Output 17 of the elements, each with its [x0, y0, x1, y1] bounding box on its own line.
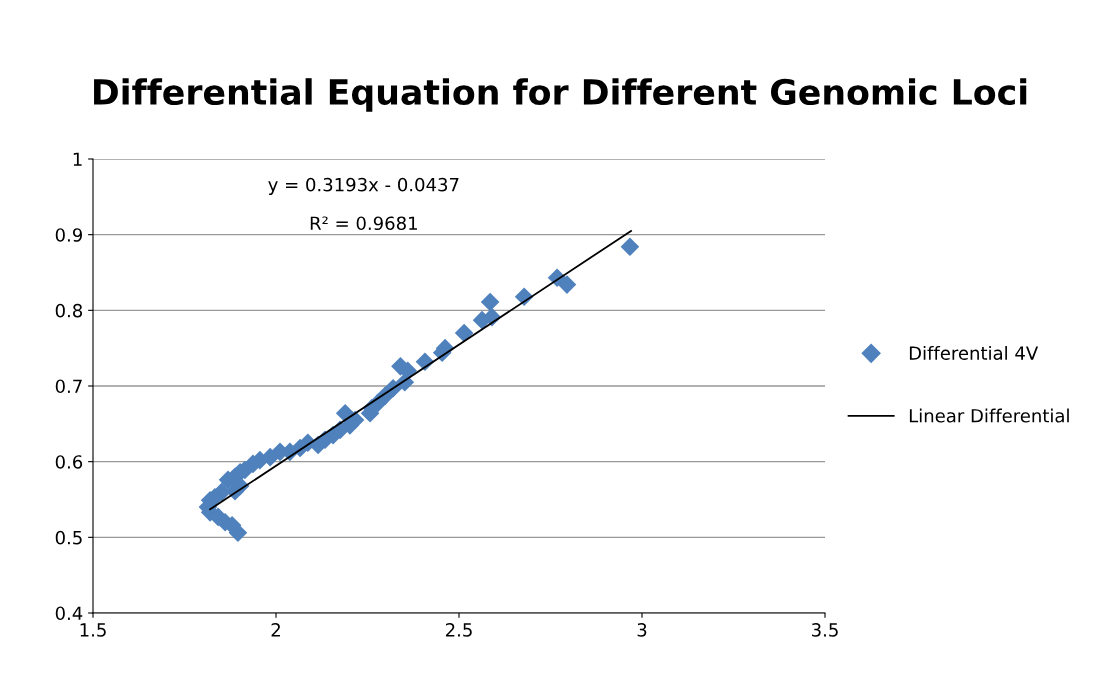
- y-tick-label: 0.6: [55, 455, 83, 469]
- x-tick-label: 3.5: [812, 623, 838, 637]
- y-tick-label: 0.8: [55, 303, 83, 318]
- annotation: R² = 0.9681: [310, 216, 417, 231]
- x-tick-label: 3: [637, 623, 647, 637]
- chart-title: Differential Equation for Different Genomic Loci: [94, 78, 1027, 112]
- y-tick-label: 1: [73, 152, 82, 166]
- x-tick-label: 2: [271, 623, 280, 637]
- y-tick-label: 0.4: [55, 606, 83, 621]
- y-tick-label: 0.9: [55, 228, 83, 242]
- y-tick-label: 0.5: [55, 530, 82, 545]
- annotation: y = 0.3193x - 0.0437: [268, 177, 459, 195]
- y-tick-label: 0.7: [55, 379, 82, 394]
- x-tick-label: 1.5: [80, 623, 106, 637]
- x-tick-label: 2.5: [445, 623, 472, 637]
- legend-label: Differential 4V: [909, 345, 1039, 360]
- legend-label: Linear Differential: [909, 408, 1069, 423]
